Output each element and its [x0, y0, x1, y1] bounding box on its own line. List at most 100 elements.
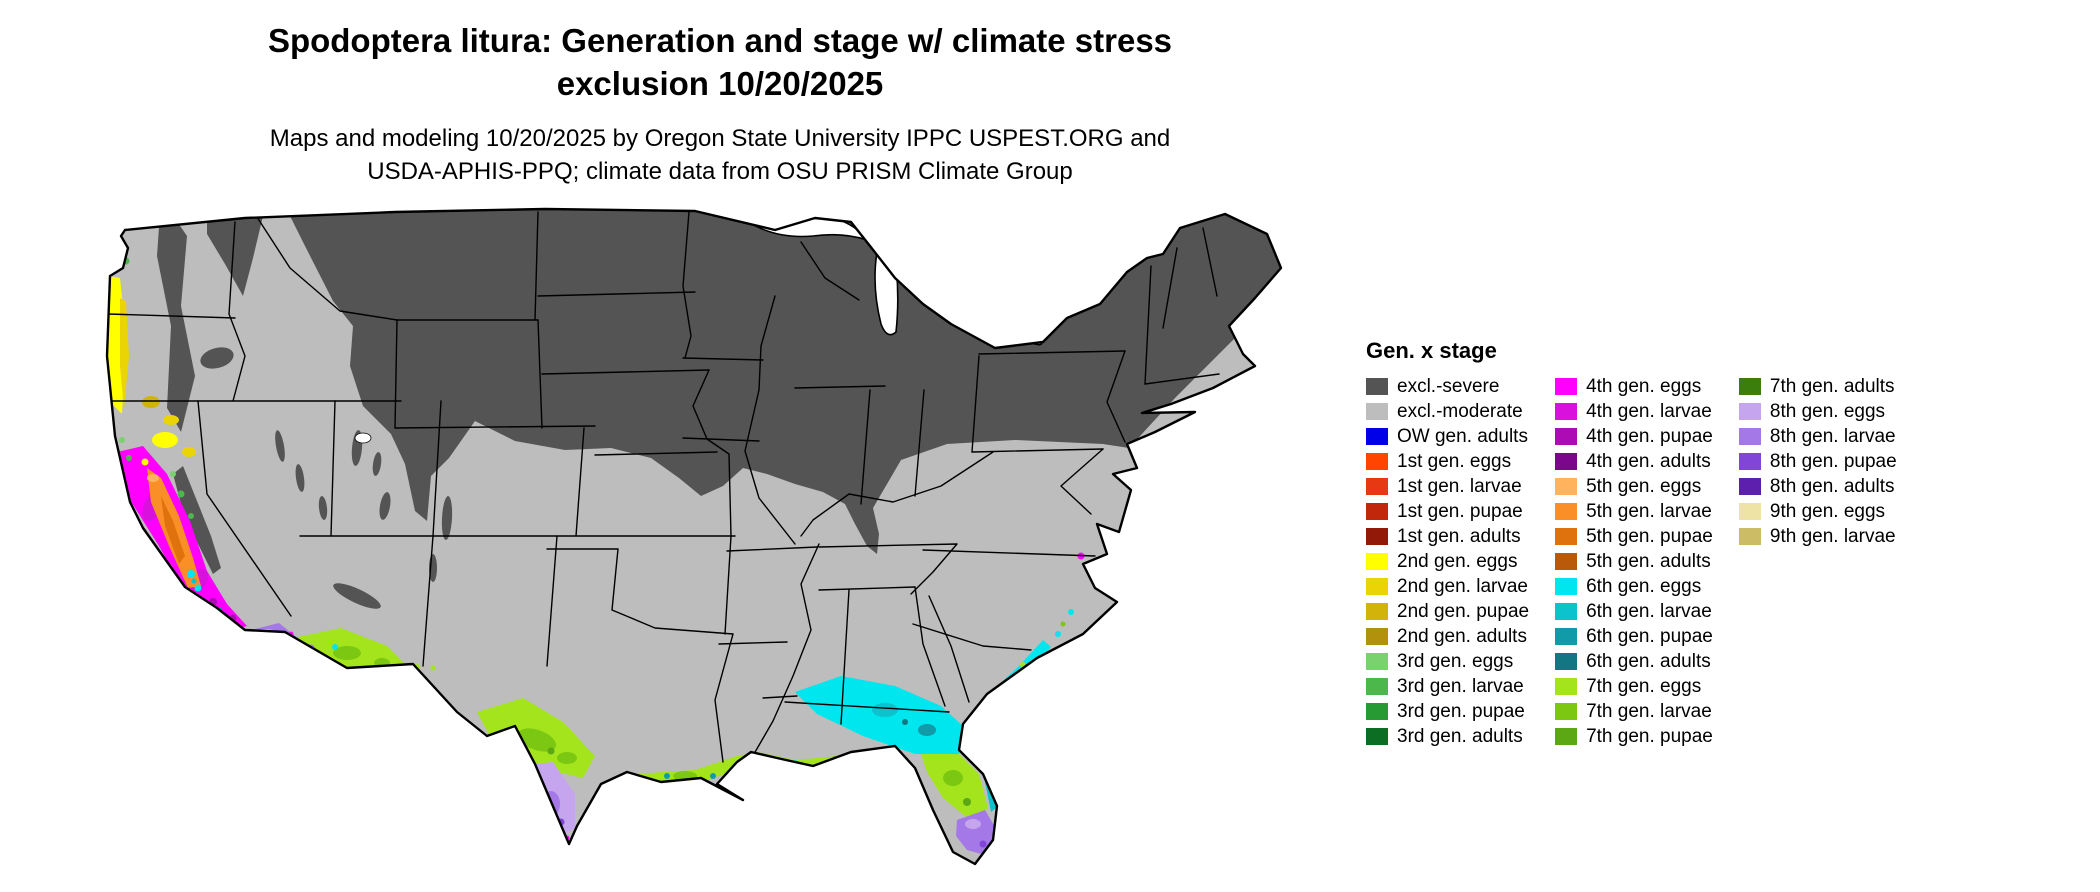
legend-swatch — [1366, 428, 1388, 445]
legend-label: 8th gen. pupae — [1769, 450, 1897, 472]
legend-label: 2nd gen. adults — [1397, 625, 1527, 647]
legend-swatch — [1366, 528, 1388, 545]
legend-column: 4th gen. eggs 4th gen. larvae 4th gen. pup… — [1555, 374, 1713, 749]
legend-entry: 7th gen. larvae — [1555, 699, 1713, 724]
legend-entry: 3rd gen. adults — [1366, 724, 1529, 749]
legend-entry: excl.-severe — [1366, 374, 1529, 399]
title-line-2: exclusion 10/20/2025 — [556, 64, 884, 102]
state-borders — [107, 211, 1220, 767]
legend-label: 8th gen. larvae — [1769, 425, 1896, 447]
attribution-subtitle: Maps and modeling 10/20/2025 by Oregon S… — [30, 122, 1410, 189]
legend-label: 2nd gen. larvae — [1397, 575, 1528, 597]
legend-swatch — [1366, 403, 1388, 420]
legend-entry: 4th gen. eggs — [1555, 374, 1713, 399]
legend-entry: 5th gen. eggs — [1555, 474, 1713, 499]
legend-entry: 6th gen. pupae — [1555, 624, 1713, 649]
legend-label: 2nd gen. pupae — [1397, 600, 1530, 622]
legend-swatch — [1366, 553, 1388, 570]
legend-entry: 3rd gen. pupae — [1366, 699, 1529, 724]
legend-entry: 6th gen. larvae — [1555, 599, 1713, 624]
legend-label: 3rd gen. pupae — [1397, 700, 1525, 722]
legend-entry: OW gen. adults — [1366, 424, 1529, 449]
great-salt-lake — [354, 432, 372, 444]
legend-label: OW gen. adults — [1397, 425, 1528, 447]
legend-swatch — [1366, 453, 1388, 470]
legend-label: 7th gen. adults — [1769, 375, 1895, 397]
legend-swatch — [1366, 478, 1388, 495]
legend-swatch — [1738, 378, 1761, 395]
subtitle-line-1: Maps and modeling 10/20/2025 by Oregon S… — [269, 124, 1171, 152]
legend-entry: 3rd gen. larvae — [1366, 674, 1529, 699]
legend-entry: 1st gen. pupae — [1366, 499, 1529, 524]
legend-entry: 7th gen. eggs — [1555, 674, 1713, 699]
legend-swatch — [1555, 628, 1578, 645]
legend-column: excl.-severe excl.-moderate OW gen. adults… — [1366, 374, 1529, 749]
legend-entry: 1st gen. adults — [1366, 524, 1529, 549]
legend-swatch — [1555, 578, 1578, 595]
legend-label: 7th gen. pupae — [1586, 725, 1713, 747]
legend-swatch — [1555, 603, 1578, 620]
legend-label: 3rd gen. eggs — [1397, 650, 1514, 672]
legend-entry: 8th gen. larvae — [1738, 424, 1897, 449]
legend-swatch — [1738, 528, 1761, 545]
legend-entry: 1st gen. larvae — [1366, 474, 1529, 499]
legend-swatch — [1366, 578, 1388, 595]
title-line-1: Spodoptera litura: Generation and stage … — [267, 22, 1173, 59]
legend-swatch — [1555, 378, 1578, 395]
legend-entry: 4th gen. adults — [1555, 449, 1713, 474]
legend-swatch — [1555, 403, 1578, 420]
legend-columns: excl.-severe excl.-moderate OW gen. adults… — [1366, 374, 1897, 749]
legend-swatch — [1555, 703, 1578, 720]
legend-label: 4th gen. adults — [1586, 450, 1711, 472]
legend-label: 9th gen. eggs — [1769, 500, 1886, 522]
page-title: Spodoptera litura: Generation and stage … — [30, 20, 1410, 106]
legend: Gen. x stage excl.-severe excl.-moderate O… — [1366, 338, 1897, 749]
legend-column: 7th gen. adults 8th gen. eggs 8th gen. lar… — [1738, 374, 1897, 549]
legend-label: 1st gen. eggs — [1397, 450, 1512, 472]
legend-label: 1st gen. pupae — [1397, 500, 1523, 522]
legend-swatch — [1366, 678, 1388, 695]
legend-entry: 8th gen. adults — [1738, 474, 1897, 499]
us-map-svg — [105, 207, 1283, 866]
legend-label: 1st gen. adults — [1397, 525, 1521, 547]
legend-title: Gen. x stage — [1366, 338, 1497, 363]
legend-entry: 2nd gen. pupae — [1366, 599, 1529, 624]
legend-entry: 2nd gen. adults — [1366, 624, 1529, 649]
legend-entry: 2nd gen. eggs — [1366, 549, 1529, 574]
legend-label: 4th gen. pupae — [1586, 425, 1713, 447]
legend-label: excl.-severe — [1397, 375, 1500, 397]
legend-swatch — [1555, 453, 1578, 470]
legend-label: 4th gen. eggs — [1586, 375, 1702, 397]
legend-entry: 6th gen. adults — [1555, 649, 1713, 674]
legend-entry: 9th gen. larvae — [1738, 524, 1897, 549]
legend-entry: 9th gen. eggs — [1738, 499, 1897, 524]
legend-swatch — [1738, 503, 1761, 520]
region-central-florida — [921, 754, 988, 820]
legend-entry: 2nd gen. larvae — [1366, 574, 1529, 599]
lake-huron — [918, 227, 966, 299]
legend-label: 5th gen. eggs — [1586, 475, 1702, 497]
legend-entry: 8th gen. pupae — [1738, 449, 1897, 474]
legend-label: 2nd gen. eggs — [1397, 550, 1518, 572]
legend-entry: excl.-moderate — [1366, 399, 1529, 424]
legend-label: 5th gen. adults — [1586, 550, 1711, 572]
legend-label: 1st gen. larvae — [1397, 475, 1522, 497]
region-wa-coast — [111, 236, 122, 264]
legend-label: 3rd gen. adults — [1397, 725, 1523, 747]
us-generation-stage-map — [95, 206, 1295, 884]
legend-label: 5th gen. pupae — [1586, 525, 1713, 547]
legend-label: 4th gen. larvae — [1586, 400, 1712, 422]
legend-label: 8th gen. eggs — [1769, 400, 1886, 422]
legend-swatch — [1366, 653, 1388, 670]
legend-entry: 5th gen. pupae — [1555, 524, 1713, 549]
legend-entry: 5th gen. larvae — [1555, 499, 1713, 524]
legend-swatch — [1366, 503, 1388, 520]
legend-entry: 1st gen. eggs — [1366, 449, 1529, 474]
legend-entry: 4th gen. pupae — [1555, 424, 1713, 449]
legend-swatch — [1366, 628, 1388, 645]
region-or-coast-inner — [120, 298, 129, 409]
legend-swatch — [1555, 728, 1578, 745]
legend-label: 6th gen. adults — [1586, 650, 1711, 672]
legend-entry: 4th gen. larvae — [1555, 399, 1713, 424]
legend-label: 5th gen. larvae — [1586, 500, 1712, 522]
